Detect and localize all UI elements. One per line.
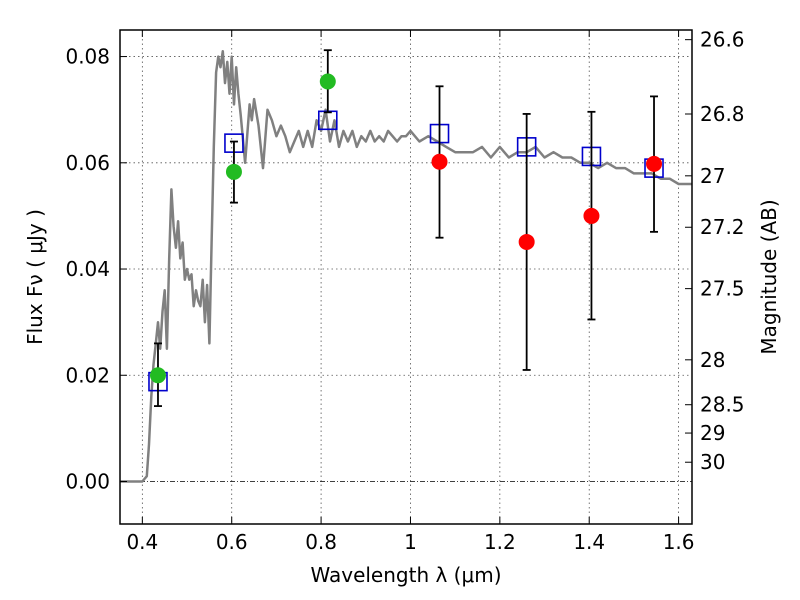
weak-flux-point — [646, 155, 663, 172]
x-axis-label: Wavelength λ (μm) — [310, 563, 501, 587]
weak-flux-point — [431, 153, 448, 170]
detected-flux-point — [149, 367, 166, 384]
model-spectrum-line — [120, 49, 692, 483]
axes-ticks: 0.4 0.6 0.8 1 1.2 1.4 1.6 0.00 0.02 0.04 0.06 0.08 2… — [65, 28, 744, 554]
y-axis-label: Flux Fν ( μJy ) — [23, 209, 47, 345]
x-tick-label: 1.2 — [484, 530, 516, 554]
x-tick-label: 0.6 — [216, 530, 248, 554]
weak-flux-point — [583, 207, 600, 224]
y-tick-label: 0.04 — [65, 257, 110, 281]
weak-flux-point — [518, 233, 535, 250]
grid — [120, 30, 692, 524]
mag-tick-label: 26.8 — [700, 102, 745, 126]
mag-tick-label: 27.2 — [700, 215, 745, 239]
y-tick-label: 0.02 — [65, 363, 110, 387]
detected-flux-point — [225, 163, 242, 180]
mag-tick-label: 30 — [700, 450, 725, 474]
y-tick-label: 0.00 — [65, 470, 110, 494]
x-tick-label: 1 — [404, 530, 417, 554]
x-tick-label: 1.6 — [663, 530, 695, 554]
y-tick-label: 0.08 — [65, 45, 110, 69]
mag-tick-label: 27 — [700, 164, 725, 188]
detected-flux-point — [319, 73, 336, 90]
mag-tick-label: 29 — [700, 421, 725, 445]
x-tick-label: 0.8 — [305, 530, 337, 554]
y-tick-label: 0.06 — [65, 151, 110, 175]
plot-area — [120, 49, 692, 483]
mag-tick-label: 26.6 — [700, 28, 745, 52]
plot-frame — [119, 29, 693, 525]
x-tick-label: 1.4 — [573, 530, 605, 554]
mag-tick-label: 28 — [700, 348, 725, 372]
mag-tick-label: 28.5 — [700, 393, 745, 417]
mag-tick-label: 27.5 — [700, 277, 745, 301]
right-axis-label: Magnitude (AB) — [757, 199, 781, 354]
x-tick-label: 0.4 — [126, 530, 158, 554]
